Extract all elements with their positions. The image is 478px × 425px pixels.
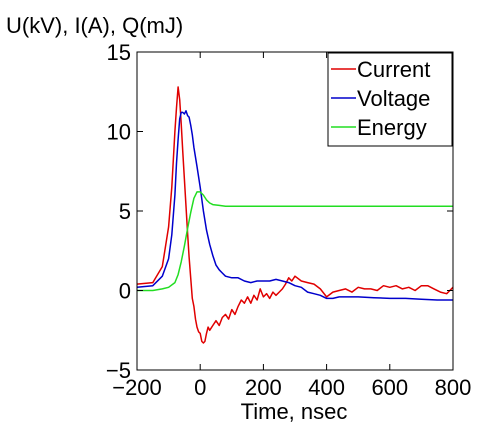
- x-tick-label: 0: [194, 375, 206, 400]
- x-axis-label: Time, nsec: [241, 399, 348, 424]
- y-tick-label: 15: [107, 40, 131, 65]
- series-line-energy: [137, 191, 453, 292]
- x-tick-label: 200: [245, 375, 282, 400]
- y-tick-label: 0: [119, 279, 131, 304]
- x-tick-label: 800: [435, 375, 472, 400]
- legend-label-energy: Energy: [357, 115, 427, 140]
- x-tick-label: 600: [371, 375, 408, 400]
- y-tick-label: 5: [119, 199, 131, 224]
- series-line-current: [136, 86, 454, 344]
- y-tick-label: 10: [107, 120, 131, 145]
- legend-label-voltage: Voltage: [357, 86, 430, 111]
- x-tick-label: −200: [112, 375, 162, 400]
- legend-label-current: Current: [357, 57, 430, 82]
- legend: Current Voltage Energy: [327, 52, 453, 147]
- x-tick-label: 400: [308, 375, 345, 400]
- y-axis-label: U(kV), I(A), Q(mJ): [6, 13, 183, 38]
- plot-lines: [136, 86, 454, 344]
- y-tick-label: −5: [106, 358, 131, 383]
- series-line-voltage: [136, 110, 453, 301]
- axis-ticks: −200 0 200 400 600 800 −5 0 5 10 15: [106, 40, 471, 400]
